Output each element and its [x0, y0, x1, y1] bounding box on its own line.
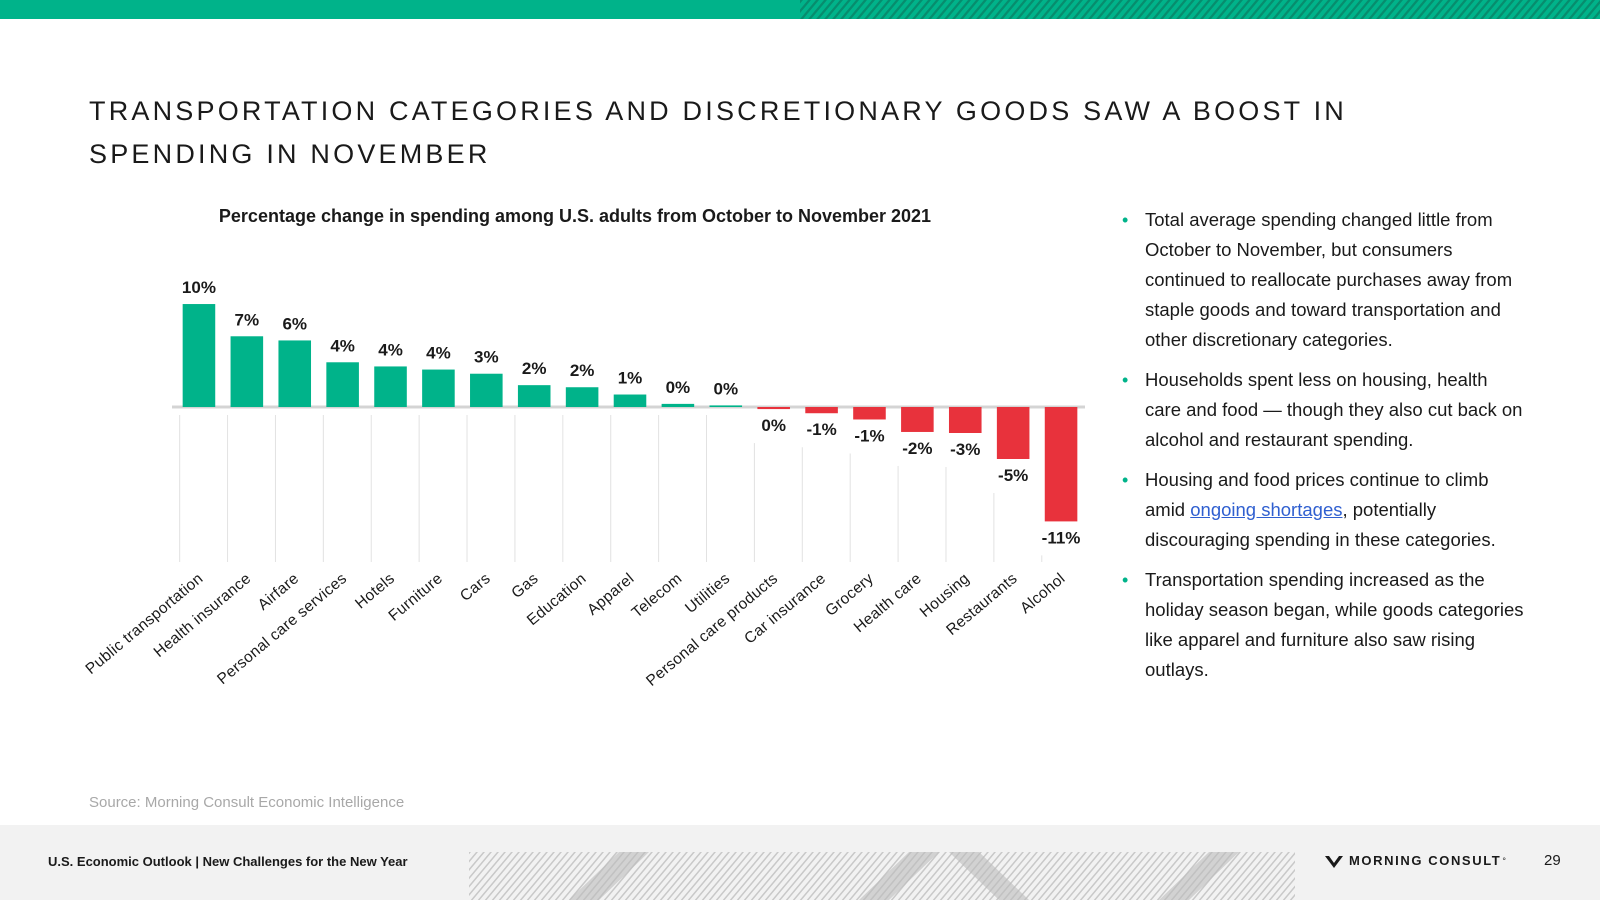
category-tick-label: Cars [457, 570, 494, 605]
bar-furniture [422, 369, 455, 407]
morning-consult-brand: MORNING CONSULT ° [1325, 853, 1506, 868]
bar-health-insurance [230, 336, 264, 407]
brand-name: MORNING CONSULT [1349, 853, 1502, 868]
data-label: -1% [854, 426, 884, 445]
data-label: -5% [998, 466, 1028, 485]
bar-alcohol [1044, 407, 1078, 522]
data-label: 0% [761, 416, 786, 435]
brand-registered-mark: ° [1502, 855, 1506, 866]
data-label: 1% [618, 369, 643, 388]
bullet-text-post: , potentially discouraging spending in t… [1145, 499, 1496, 550]
category-tick-label: Furniture [385, 570, 446, 625]
data-label: 10% [182, 278, 216, 297]
data-label: 6% [282, 314, 307, 333]
data-label: -2% [902, 439, 932, 458]
bar-telecom [661, 403, 695, 407]
bar-personal-care-products [757, 407, 790, 410]
ongoing-shortages-link[interactable]: ongoing shortages [1190, 499, 1343, 520]
page-title: TRANSPORTATION CATEGORIES AND DISCRETION… [89, 96, 1347, 169]
bar-gas [517, 385, 551, 407]
data-label: 2% [570, 361, 595, 380]
data-label: 4% [330, 336, 355, 355]
bar-grocery [853, 407, 886, 420]
bullet-text: Transportation spending increased as the… [1145, 569, 1524, 680]
category-tick-label: Telecom [629, 570, 686, 621]
bullet-text-pre: Housing and food prices continue to clim… [1145, 469, 1489, 520]
bar-personal-care-services [326, 362, 359, 407]
bar-cars [470, 373, 503, 407]
page-number: 29 [1544, 852, 1561, 869]
data-label: -11% [1042, 528, 1081, 547]
bar-education [565, 387, 599, 407]
category-tick-label: Apparel [584, 570, 637, 619]
bullet-item: Transportation spending increased as the… [1122, 565, 1525, 685]
bullet-item: Households spent less on housing, health… [1122, 365, 1525, 455]
bullet-text: Households spent less on housing, health… [1145, 369, 1523, 450]
bar-housing [948, 407, 982, 433]
bar-car-insurance [805, 407, 838, 414]
data-label: 4% [378, 340, 403, 359]
data-label: 0% [666, 378, 691, 397]
bar-airfare [278, 340, 312, 407]
top-hatch-pattern [800, 0, 1600, 19]
category-tick-label: Alcohol [1017, 570, 1068, 617]
data-label: 3% [474, 348, 499, 367]
bullet-item: Housing and food prices continue to clim… [1122, 465, 1525, 555]
bar-health-care [901, 407, 934, 432]
key-takeaways-list: Total average spending changed little fr… [1122, 205, 1525, 695]
chart-title: Percentage change in spending among U.S.… [218, 206, 932, 226]
bar-restaurants [996, 407, 1030, 459]
data-label: 7% [235, 310, 260, 329]
data-label: 4% [426, 344, 451, 363]
bar-utilities [709, 405, 743, 407]
bar-public-transportation [182, 304, 216, 407]
morning-consult-logo-icon [1325, 855, 1343, 868]
top-accent-bar [0, 0, 1600, 19]
category-tick-label: Car insurance [741, 570, 829, 648]
bullet-item: Total average spending changed little fr… [1122, 205, 1525, 355]
data-label: -1% [806, 420, 836, 439]
bar-apparel [613, 394, 647, 407]
footer-hatch-pattern [469, 852, 1295, 900]
data-label: 2% [522, 359, 547, 378]
bullet-text: Total average spending changed little fr… [1145, 209, 1513, 350]
data-label: -3% [950, 440, 980, 459]
footer: U.S. Economic Outlook | New Challenges f… [0, 825, 1600, 900]
source-note: Source: Morning Consult Economic Intelli… [89, 794, 405, 811]
footer-title: U.S. Economic Outlook | New Challenges f… [48, 854, 408, 869]
data-label: 0% [714, 379, 739, 398]
bar-hotels [374, 366, 407, 407]
category-tick-label: Gas [508, 570, 541, 602]
